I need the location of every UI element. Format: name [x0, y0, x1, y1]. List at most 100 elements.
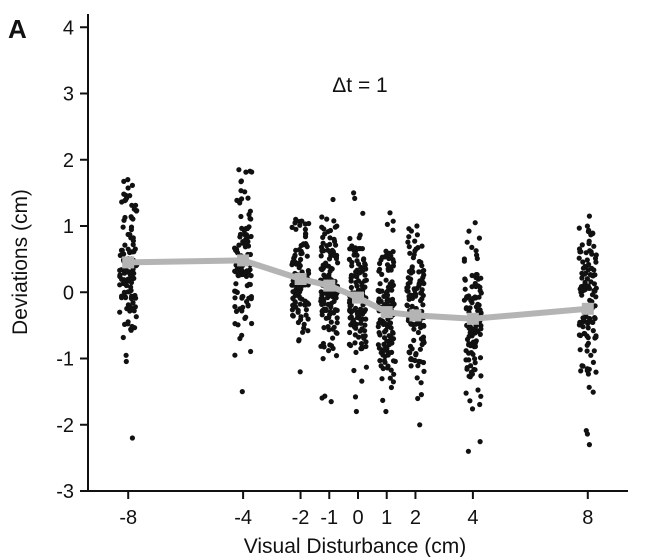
- x-tick-label: 1: [381, 507, 392, 529]
- data-point: [245, 195, 251, 201]
- data-point: [360, 333, 366, 339]
- data-point: [117, 282, 123, 288]
- data-point: [468, 350, 474, 356]
- data-point: [348, 284, 354, 291]
- y-ticks: -3 -2 -1 0 1 2 3 4: [56, 17, 88, 503]
- data-point: [121, 217, 127, 223]
- data-point: [377, 281, 383, 287]
- data-point: [121, 267, 127, 273]
- data-point: [352, 195, 358, 201]
- data-point: [472, 220, 478, 226]
- data-point: [392, 358, 398, 364]
- data-point: [235, 273, 241, 279]
- data-point: [474, 272, 480, 278]
- data-point: [236, 167, 242, 173]
- data-point: [391, 371, 397, 377]
- data-point: [305, 328, 311, 334]
- data-point: [576, 255, 582, 261]
- data-point: [387, 375, 393, 381]
- data-point: [416, 269, 422, 275]
- data-point: [234, 250, 241, 256]
- data-point: [130, 235, 136, 241]
- data-point: [592, 315, 598, 321]
- data-point: [417, 346, 423, 352]
- delta-t-annotation: Δt = 1: [332, 74, 387, 97]
- data-point: [290, 289, 296, 295]
- data-point: [295, 309, 301, 315]
- data-point: [232, 295, 238, 301]
- data-point: [375, 342, 381, 348]
- data-point: [593, 369, 599, 375]
- data-point: [383, 277, 389, 283]
- data-point: [127, 193, 133, 199]
- data-point: [585, 371, 592, 377]
- data-point: [351, 190, 357, 196]
- data-point: [239, 389, 245, 395]
- mean-marker: [466, 312, 479, 325]
- data-point: [386, 333, 392, 339]
- data-point: [590, 319, 596, 325]
- data-point: [419, 296, 425, 302]
- data-point: [129, 435, 135, 441]
- data-point: [462, 286, 468, 292]
- data-point: [382, 359, 388, 365]
- data-point: [355, 278, 362, 284]
- data-point: [299, 218, 305, 224]
- data-point: [232, 268, 238, 274]
- data-point: [353, 408, 359, 415]
- data-point: [414, 223, 420, 229]
- data-point: [408, 356, 414, 362]
- data-point: [318, 253, 324, 259]
- data-point: [302, 226, 308, 232]
- data-point: [243, 225, 249, 232]
- data-point: [472, 360, 478, 366]
- data-point: [318, 343, 324, 349]
- data-point: [415, 363, 421, 369]
- data-point: [390, 249, 396, 255]
- y-tick-label: 1: [63, 216, 74, 238]
- data-point: [469, 244, 475, 250]
- data-point: [130, 216, 136, 222]
- data-point: [347, 235, 353, 242]
- data-point: [121, 251, 127, 257]
- data-point: [381, 320, 388, 326]
- data-point: [584, 257, 590, 263]
- data-point: [409, 303, 415, 309]
- data-point: [353, 305, 359, 311]
- data-point: [121, 178, 127, 184]
- data-point: [478, 310, 484, 316]
- data-point: [390, 379, 396, 385]
- data-point: [388, 384, 394, 391]
- data-point: [588, 249, 594, 255]
- data-point: [363, 343, 369, 350]
- mean-marker: [409, 309, 422, 322]
- mean-marker: [380, 306, 393, 319]
- data-point: [466, 228, 472, 234]
- data-point: [234, 197, 240, 203]
- data-point: [117, 267, 123, 273]
- mean-marker: [237, 254, 250, 267]
- data-point: [349, 320, 355, 326]
- data-point: [291, 258, 297, 264]
- data-point: [379, 288, 385, 294]
- data-point: [381, 335, 388, 341]
- data-point: [586, 285, 593, 291]
- data-point: [297, 289, 303, 295]
- data-point: [290, 282, 296, 288]
- x-tick-label: 2: [410, 507, 421, 529]
- data-point: [588, 352, 594, 358]
- data-point: [475, 301, 481, 307]
- data-point: [576, 246, 583, 252]
- data-point: [331, 218, 337, 224]
- data-point: [387, 210, 393, 216]
- data-point: [390, 218, 396, 224]
- data-point: [414, 232, 420, 238]
- data-point: [418, 380, 424, 386]
- data-point: [359, 344, 365, 350]
- data-point: [584, 223, 591, 229]
- data-point: [331, 236, 337, 242]
- data-point: [363, 277, 369, 283]
- data-point: [325, 301, 331, 307]
- data-point: [129, 323, 135, 330]
- data-point: [234, 289, 240, 295]
